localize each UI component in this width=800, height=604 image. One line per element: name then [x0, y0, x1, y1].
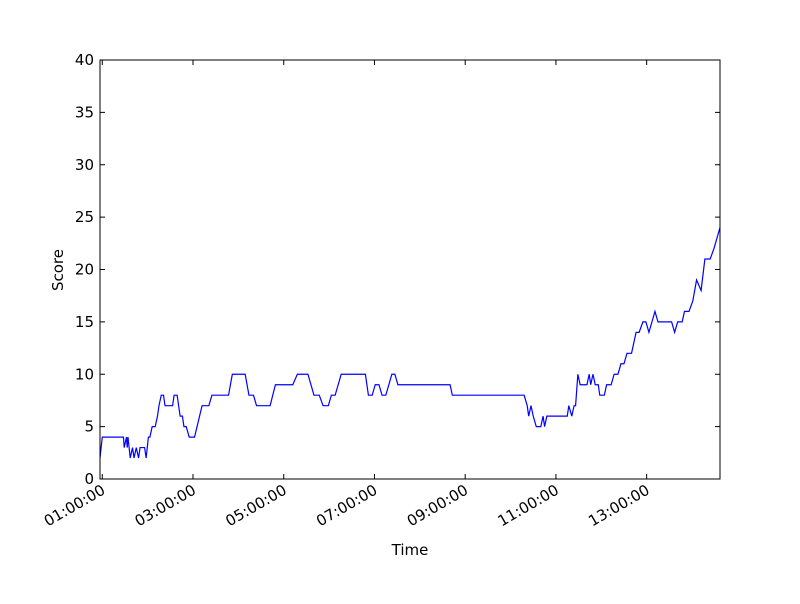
y-tick-label: 25	[75, 208, 94, 226]
y-tick-label: 20	[75, 261, 94, 279]
x-axis-label: Time	[391, 541, 429, 559]
y-tick-label: 40	[75, 51, 94, 69]
y-tick-label: 30	[75, 156, 94, 174]
plot-frame	[99, 59, 721, 480]
y-tick-label: 10	[75, 365, 94, 383]
y-axis-label: Score	[49, 249, 67, 291]
y-tick-label: 15	[75, 313, 94, 331]
y-tick-label: 5	[84, 418, 94, 436]
y-tick-label: 0	[84, 470, 94, 488]
y-tick-label: 35	[75, 103, 94, 121]
data-line	[99, 227, 721, 459]
